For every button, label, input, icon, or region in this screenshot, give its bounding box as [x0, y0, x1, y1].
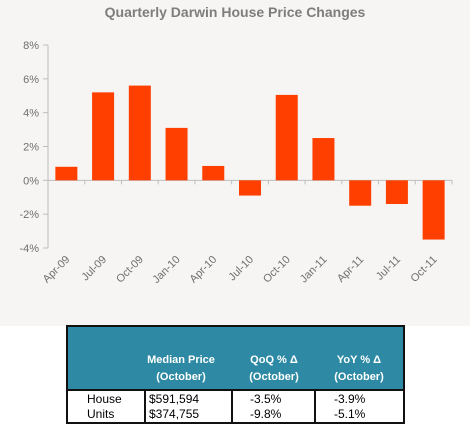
x-tick-label: Apr-09 [41, 254, 73, 286]
header-median-price-line1: Median Price [147, 354, 215, 366]
bar [128, 85, 151, 181]
x-tick-label: Jul-11 [374, 254, 403, 283]
row-label: House [87, 392, 122, 406]
bar [239, 180, 261, 196]
row-median: $591,594 [149, 392, 200, 406]
y-tick-label: -4% [19, 243, 39, 255]
x-tick-label: Jan-10 [150, 254, 182, 286]
bar [165, 127, 188, 181]
header-median-price-line2: (October) [156, 371, 206, 383]
x-tick-label: Oct-09 [114, 254, 146, 286]
bar [422, 180, 445, 240]
x-tick-label: Apr-10 [188, 254, 220, 286]
x-tick-label: Oct-10 [261, 254, 293, 286]
y-tick-label: 4% [23, 108, 39, 120]
bar [92, 92, 115, 181]
bar-chart: 8% 6% 4% 2% 0% -2% -4%Apr-09 Jul-09 Oct-09 Jan-10… [19, 40, 453, 286]
row-median: $374,755 [149, 407, 200, 421]
x-tick-label: Jul-09 [80, 254, 110, 284]
bar [275, 94, 298, 181]
header-yoy: YoY % Δ (October) [319, 352, 399, 386]
table-divider-1 [144, 389, 146, 422]
price-table: Median Price (October) QoQ % Δ (October)… [66, 325, 405, 424]
header-yoy-line2: (October) [334, 371, 384, 383]
chart-title: Quarterly Darwin House Price Changes [104, 4, 366, 20]
row-yoy: -3.9% [334, 392, 366, 406]
y-tick-label: 2% [23, 142, 39, 154]
header-qoq: QoQ % Δ (October) [234, 352, 314, 386]
header-qoq-line2: (October) [249, 371, 299, 383]
bar [202, 165, 225, 181]
x-tick-label: Jul-10 [226, 254, 256, 284]
bar [55, 166, 78, 181]
row-qoq: -3.5% [250, 392, 282, 406]
y-tick-label: 6% [23, 74, 39, 86]
table-divider-3 [314, 389, 316, 422]
header-qoq-line1: QoQ % Δ [250, 354, 298, 366]
x-tick-label: Apr-11 [335, 254, 366, 285]
row-label: Units [87, 407, 115, 421]
bar [385, 180, 408, 205]
bar [312, 138, 335, 181]
y-tick-label: 0% [23, 175, 39, 187]
table-row: House $591,594 -3.5% -3.9% [68, 392, 403, 407]
y-tick-label: -2% [19, 209, 39, 221]
x-tick-label: Oct-11 [409, 254, 440, 285]
row-yoy: -5.1% [334, 407, 366, 421]
table-row: Units $374,755 -9.8% -5.1% [68, 407, 403, 422]
y-tick-label: 8% [23, 40, 39, 52]
bar [349, 180, 372, 206]
header-yoy-line1: YoY % Δ [336, 354, 382, 366]
chart-panel: Quarterly Darwin House Price Changes 8% 6… [0, 0, 470, 326]
row-qoq: -9.8% [250, 407, 282, 421]
table-divider-2 [231, 389, 233, 422]
header-median-price: Median Price (October) [136, 352, 226, 386]
table-header: Median Price (October) QoQ % Δ (October)… [68, 327, 403, 391]
x-tick-label: Jan-11 [298, 254, 330, 286]
